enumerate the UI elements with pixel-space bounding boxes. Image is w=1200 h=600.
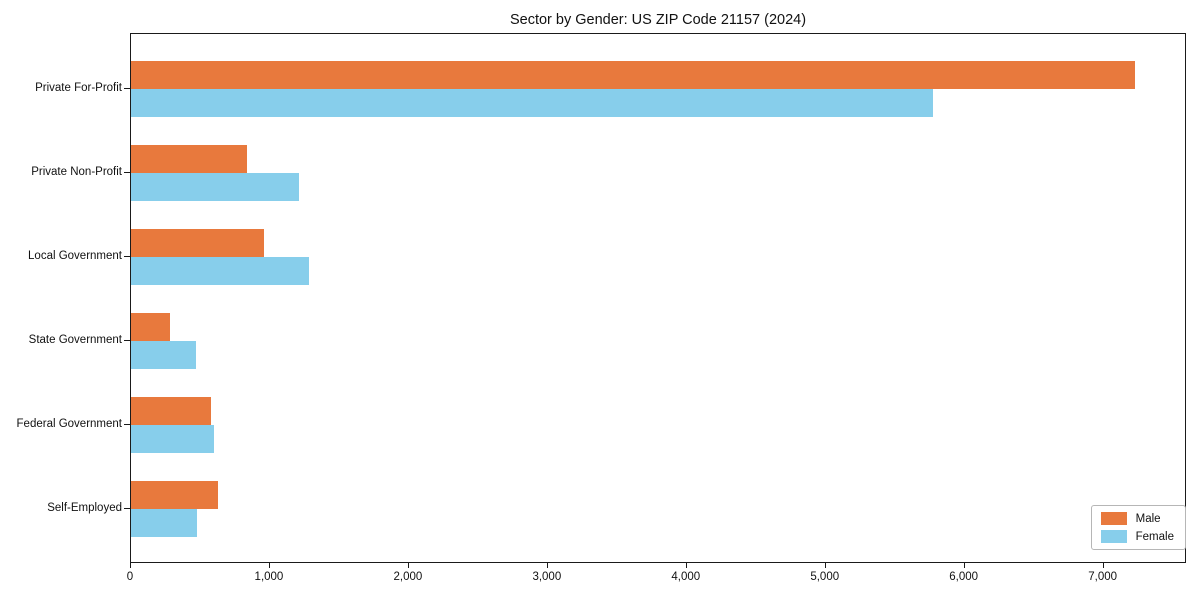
x-axis-label-4000: 4,000	[671, 571, 701, 583]
y-axis-label-state-government: State Government	[28, 334, 122, 346]
female-series-swatch	[1100, 530, 1127, 543]
x-tick-mark	[963, 563, 965, 568]
bar-female-local-government	[131, 257, 309, 285]
bar-group-state-government	[131, 299, 1185, 383]
y-axis-label-private-non-profit: Private Non-Profit	[31, 166, 122, 178]
x-axis-label-5000: 5,000	[810, 571, 840, 583]
chart-title: Sector by Gender: US ZIP Code 21157 (202…	[509, 12, 807, 28]
x-tick-mark	[546, 563, 548, 568]
y-tick-mark	[124, 340, 130, 341]
x-axis-label-3000: 3,000	[532, 571, 562, 583]
bar-male-state-government	[131, 313, 170, 341]
bar-group-self-employed	[131, 467, 1185, 551]
legend-label-female: Female	[1135, 530, 1174, 543]
bar-female-federal-government	[131, 425, 215, 453]
y-tick-mark	[124, 172, 130, 173]
x-axis-label-7000: 7,000	[1088, 571, 1118, 583]
y-tick-mark	[124, 256, 130, 257]
bar-female-state-government	[131, 341, 197, 369]
legend: Male Female	[1090, 505, 1186, 550]
y-tick-mark	[124, 508, 130, 509]
y-axis-label-federal-government: Federal Government	[16, 418, 122, 430]
x-tick-mark	[130, 563, 131, 568]
bar-group-private-non-profit	[131, 131, 1185, 215]
y-axis-label-private-for-profit: Private For-Profit	[35, 82, 122, 94]
x-axis-label-0: 0	[126, 571, 134, 583]
x-tick-mark	[685, 563, 687, 568]
y-axis-label-self-employed: Self-Employed	[47, 502, 122, 514]
bar-male-private-non-profit	[131, 145, 248, 173]
plot-area	[130, 33, 1186, 563]
x-axis-label-1000: 1,000	[254, 571, 284, 583]
legend-label-male: Male	[1135, 512, 1161, 525]
bar-group-federal-government	[131, 383, 1185, 467]
x-tick-mark	[1102, 563, 1104, 568]
legend-entry-female: Female	[1100, 530, 1174, 543]
y-tick-mark	[124, 424, 130, 425]
bar-group-private-for-profit	[131, 47, 1185, 131]
y-axis-label-local-government: Local Government	[28, 250, 122, 262]
x-axis-label-2000: 2,000	[393, 571, 423, 583]
bar-female-self-employed	[131, 509, 197, 537]
x-axis-label-6000: 6,000	[949, 571, 979, 583]
bar-male-private-for-profit	[131, 61, 1136, 89]
bar-female-private-non-profit	[131, 173, 299, 201]
bar-male-self-employed	[131, 481, 218, 509]
x-tick-mark	[407, 563, 409, 568]
x-tick-mark	[268, 563, 270, 568]
bar-male-federal-government	[131, 397, 212, 425]
male-series-swatch	[1100, 512, 1127, 525]
bar-group-local-government	[131, 215, 1185, 299]
bar-male-local-government	[131, 229, 265, 257]
y-tick-mark	[124, 88, 130, 89]
x-tick-mark	[824, 563, 826, 568]
bar-female-private-for-profit	[131, 89, 933, 117]
legend-entry-male: Male	[1100, 512, 1174, 525]
